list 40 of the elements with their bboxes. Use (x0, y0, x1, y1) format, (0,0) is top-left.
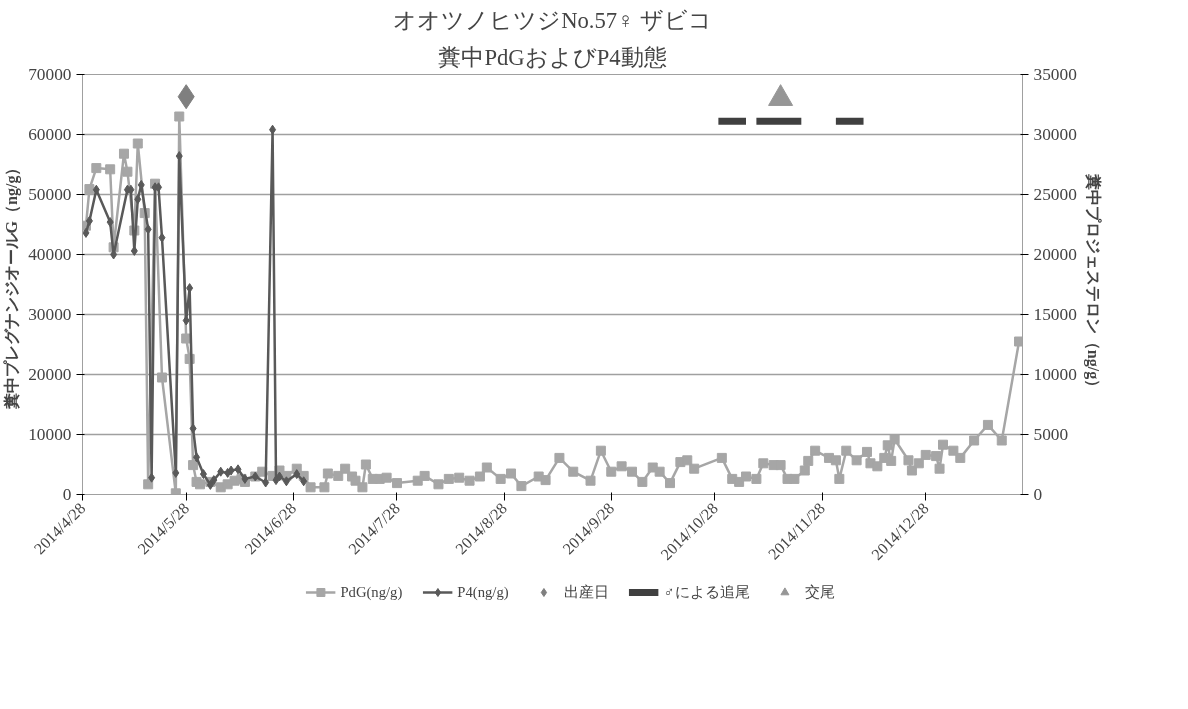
y-tick-label: 70000 (28, 65, 72, 84)
y-tick-label: 50000 (28, 185, 72, 204)
legend-label: P4(ng/g) (457, 583, 509, 601)
y-tick-label: 10000 (28, 425, 72, 444)
point (300, 476, 308, 487)
y-tick-label: 40000 (28, 245, 72, 264)
point (85, 215, 93, 226)
point (106, 217, 114, 228)
y2-tick-label: 35000 (1033, 65, 1077, 84)
point (262, 477, 270, 488)
legend-label: PdG(ng/g) (340, 583, 403, 601)
chart-title: オオツノヒツジNo.57♀ ザビコ (393, 7, 712, 33)
y-tick-label: 0 (62, 485, 72, 504)
point (193, 452, 201, 463)
point (293, 469, 301, 480)
point (210, 475, 218, 486)
y2-tick-label: 25000 (1033, 185, 1077, 204)
point (282, 476, 290, 487)
point (217, 466, 225, 477)
y2-axis-title: 糞中プロジェステロン（ng/g） (1083, 172, 1102, 396)
point (269, 124, 277, 135)
legend-label: ♂による追尾 (663, 582, 750, 602)
point (134, 194, 142, 205)
y2-tick-label: 10000 (1033, 365, 1077, 384)
y-tick-label: 30000 (28, 305, 72, 324)
point (234, 464, 242, 475)
point (82, 227, 90, 238)
chart-subtitle: 糞中PdGおよびP4動態 (438, 44, 667, 70)
y-tick-label: 60000 (28, 125, 72, 144)
point (92, 184, 100, 195)
point (199, 469, 207, 480)
legend-label: 交尾 (804, 582, 835, 602)
y-axis-title: 糞中プレグナンジオールG（ng/g） (3, 159, 22, 411)
y-tick-label: 20000 (28, 365, 72, 384)
y2-tick-label: 5000 (1033, 425, 1069, 444)
y2-tick-label: 30000 (1033, 125, 1077, 144)
y2-tick-label: 20000 (1033, 245, 1077, 264)
y2-tick-label: 15000 (1033, 305, 1077, 324)
y2-tick-label: 0 (1033, 485, 1043, 504)
legend-label: 出産日 (563, 582, 609, 602)
